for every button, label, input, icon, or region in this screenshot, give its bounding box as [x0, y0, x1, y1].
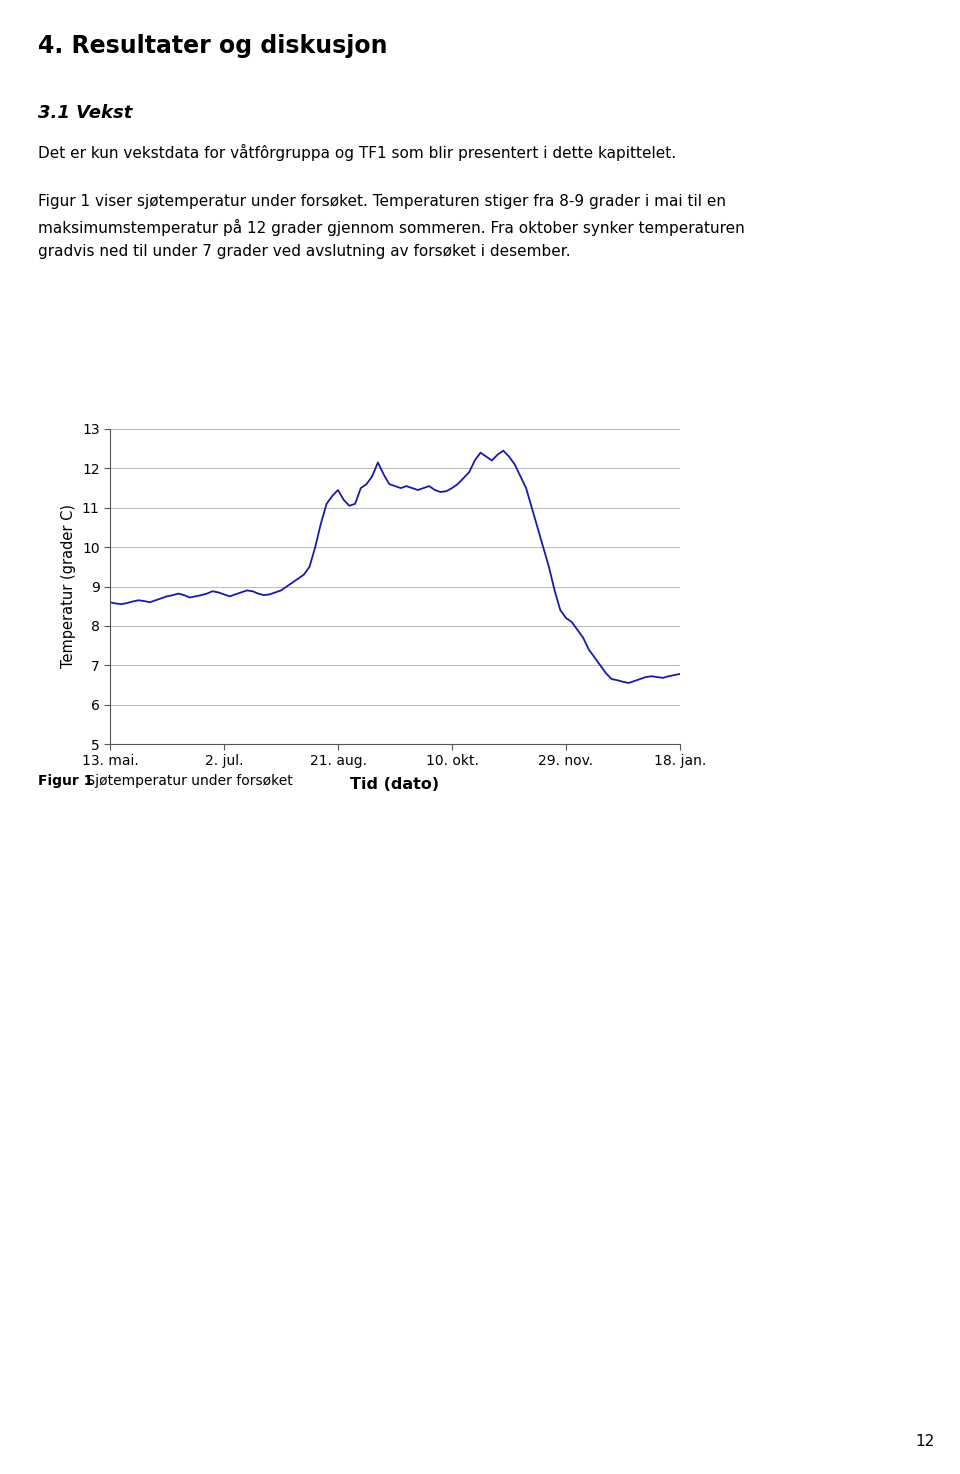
- X-axis label: Tid (dato): Tid (dato): [350, 777, 440, 792]
- Text: 12: 12: [916, 1434, 935, 1449]
- Y-axis label: Temperatur (grader C): Temperatur (grader C): [61, 504, 76, 669]
- Text: Sjøtemperatur under forsøket: Sjøtemperatur under forsøket: [82, 774, 293, 789]
- Text: Det er kun vekstdata for våtfôrgruppa og TF1 som blir presentert i dette kapitte: Det er kun vekstdata for våtfôrgruppa og…: [38, 144, 676, 161]
- Text: 3.1 Vekst: 3.1 Vekst: [38, 105, 132, 122]
- Text: gradvis ned til under 7 grader ved avslutning av forsøket i desember.: gradvis ned til under 7 grader ved avslu…: [38, 245, 570, 259]
- Text: Figur 1 viser sjøtemperatur under forsøket. Temperaturen stiger fra 8-9 grader i: Figur 1 viser sjøtemperatur under forsøk…: [38, 195, 726, 209]
- Text: maksimumstemperatur på 12 grader gjennom sommeren. Fra oktober synker temperatur: maksimumstemperatur på 12 grader gjennom…: [38, 220, 745, 236]
- Text: 4. Resultater og diskusjon: 4. Resultater og diskusjon: [38, 34, 388, 57]
- Text: Figur 1: Figur 1: [38, 774, 93, 789]
